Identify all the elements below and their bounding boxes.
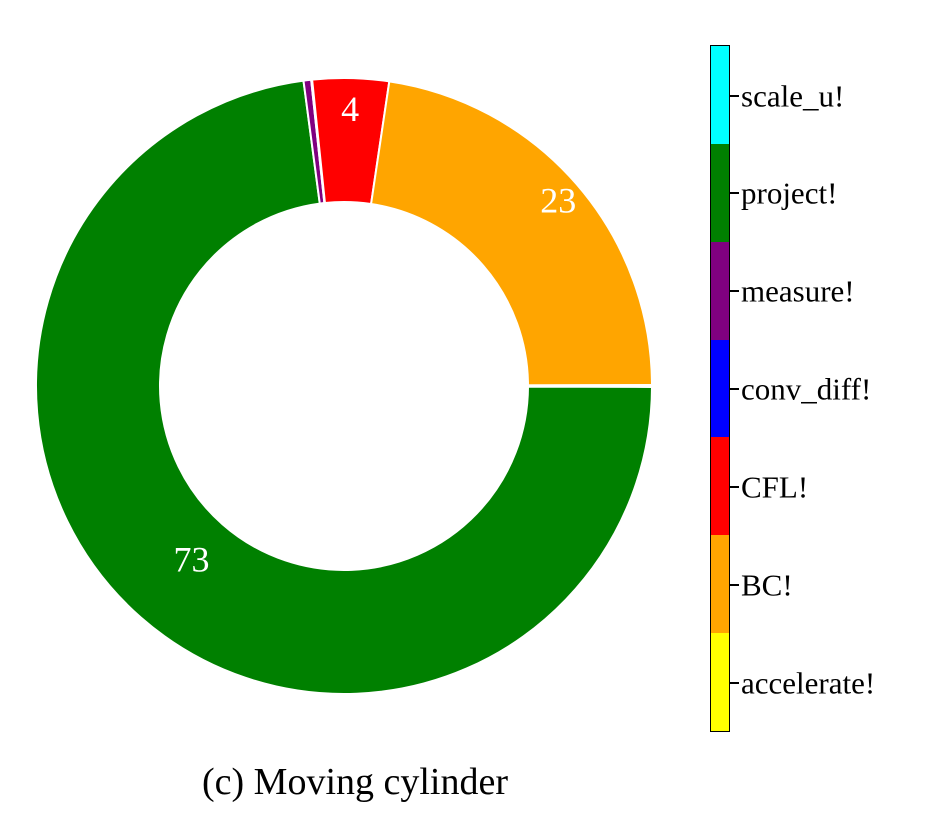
- legend-tick-scale-u: [729, 94, 739, 97]
- pct-label-project: 73: [174, 540, 210, 580]
- legend-swatch-measure: [711, 241, 729, 340]
- pie-slice-project: [35, 79, 653, 695]
- legend-swatch-accelerate: [711, 633, 729, 732]
- legend-tick-measure: [729, 290, 739, 293]
- legend-label-accelerate: accelerate!: [741, 665, 876, 701]
- legend-color-bar: [710, 45, 730, 732]
- legend-swatch-cfl: [711, 437, 729, 536]
- legend-label-measure: measure!: [741, 273, 855, 309]
- legend-colorbar: scale_u! project! measure! conv_diff! CFL! BC…: [710, 45, 927, 732]
- legend-tick-cfl: [729, 485, 739, 488]
- legend-label-conv-diff: conv_diff!: [741, 371, 872, 407]
- figure-caption: (c) Moving cylinder: [201, 761, 509, 803]
- legend-tick-bc: [729, 583, 739, 586]
- legend-swatch-scale-u: [711, 46, 729, 144]
- pct-label-cfl: 4: [341, 89, 359, 129]
- pct-label-bc: 23: [540, 181, 576, 221]
- pie-slice-accelerate: [526, 384, 653, 387]
- legend-tick-accelerate: [729, 681, 739, 684]
- legend-label-project: project!: [741, 175, 838, 211]
- legend-label-cfl: CFL!: [741, 469, 809, 505]
- legend-swatch-bc: [711, 535, 729, 634]
- legend-swatch-project: [711, 143, 729, 242]
- legend-tick-project: [729, 192, 739, 195]
- legend-label-bc: BC!: [741, 567, 793, 603]
- legend-swatch-conv-diff: [711, 339, 729, 438]
- legend-label-scale-u: scale_u!: [741, 78, 845, 114]
- pie-slice-bc: [370, 80, 653, 387]
- legend-tick-conv-diff: [729, 388, 739, 391]
